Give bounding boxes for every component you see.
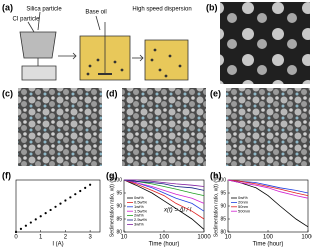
legend-label: 2.5wt% <box>134 217 148 222</box>
point <box>74 193 77 196</box>
schematic-label: Silica particle <box>26 7 62 13</box>
x-tick-label: 0 <box>14 235 18 241</box>
x-tick-label: 100 <box>159 235 170 241</box>
point <box>39 215 42 218</box>
series-line <box>123 179 205 204</box>
x-tick-label: 1000 <box>301 235 312 241</box>
point <box>64 199 67 202</box>
panel-label: (d) <box>106 88 118 98</box>
panel-label: (a) <box>2 2 13 12</box>
panel-label: (e) <box>210 88 221 98</box>
y-tick-label: 85 <box>220 216 226 222</box>
legend-label: 0wt% <box>238 195 248 200</box>
schematic-label: CI particle <box>12 17 40 23</box>
point <box>79 189 82 193</box>
point <box>14 230 18 234</box>
legend-label: 2wt% <box>134 213 144 218</box>
point <box>89 183 92 186</box>
point <box>34 218 37 221</box>
legend-label: 500nm <box>238 208 251 213</box>
legend-label: 0.5wt% <box>134 199 148 204</box>
x-tick-label: 3 <box>88 235 92 241</box>
y-tick-label: 100 <box>114 177 123 183</box>
y-axis-label: Sedimentation ratio, x(t) (%) <box>213 175 219 238</box>
y-tick-label: 95 <box>220 190 226 196</box>
series-line <box>123 179 205 220</box>
sem-image <box>220 2 310 84</box>
x-axis-label: Time (hour) <box>149 242 180 248</box>
point <box>24 224 27 227</box>
schematic-label: High speed dispersion <box>132 7 191 13</box>
series-line <box>123 179 205 230</box>
point <box>44 211 47 215</box>
x-tick-label: 10 <box>225 235 232 241</box>
x-tick-label: 100 <box>263 235 274 241</box>
series-line <box>227 179 309 196</box>
sem-image <box>122 88 206 166</box>
legend-label: 20nm <box>238 199 249 204</box>
panel-label: (c) <box>2 88 13 98</box>
y-tick-label: 80 <box>116 229 122 235</box>
x-tick-label: 1000 <box>197 235 211 241</box>
sem-image <box>226 88 310 166</box>
point <box>69 196 72 199</box>
sem-image <box>18 88 102 166</box>
x-axis-label: Time (hour) <box>253 242 284 248</box>
particles <box>86 48 182 78</box>
plot-frame <box>15 179 101 233</box>
point <box>84 186 87 189</box>
legend-label: 50nm <box>238 204 249 209</box>
x-axis-label: I (A) <box>52 242 63 248</box>
x-tick-label: 2 <box>64 235 68 241</box>
y-axis-label: Sedimentation ratio, x(t) (%) <box>109 175 115 238</box>
x-tick-label: 10 <box>121 235 128 241</box>
series-line <box>123 179 205 191</box>
legend-label: 0wt% <box>134 195 144 200</box>
panel-label: (g) <box>106 170 118 180</box>
panel-label: (h) <box>210 170 222 180</box>
series-line <box>227 179 309 199</box>
y-tick-label: 90 <box>116 203 122 209</box>
series-line <box>124 179 205 187</box>
point <box>29 221 32 224</box>
schematic-drawing <box>19 11 189 81</box>
y-tick-label: 85 <box>116 216 122 222</box>
y-tick-label: 90 <box>220 203 226 209</box>
y-tick-label: 100 <box>218 177 227 183</box>
panel-label: (b) <box>206 2 218 12</box>
legend-label: 1.5wt% <box>134 208 148 213</box>
schematic-label: Base oil <box>85 10 106 16</box>
point <box>54 205 57 208</box>
figure: (a) Silica particle CI particle Base oil… <box>2 2 312 248</box>
point <box>59 202 62 205</box>
legend-label: 3wt% <box>134 221 144 226</box>
legend-label: 1wt% <box>134 204 144 209</box>
x-tick-label: 1 <box>39 235 43 241</box>
y-tick-label: 95 <box>116 190 122 196</box>
point <box>49 208 52 212</box>
y-tick-label: 80 <box>220 229 226 235</box>
annotation: x(t) = Δl / l <box>163 208 192 214</box>
panel-label: (f) <box>2 170 11 180</box>
point <box>19 227 23 230</box>
